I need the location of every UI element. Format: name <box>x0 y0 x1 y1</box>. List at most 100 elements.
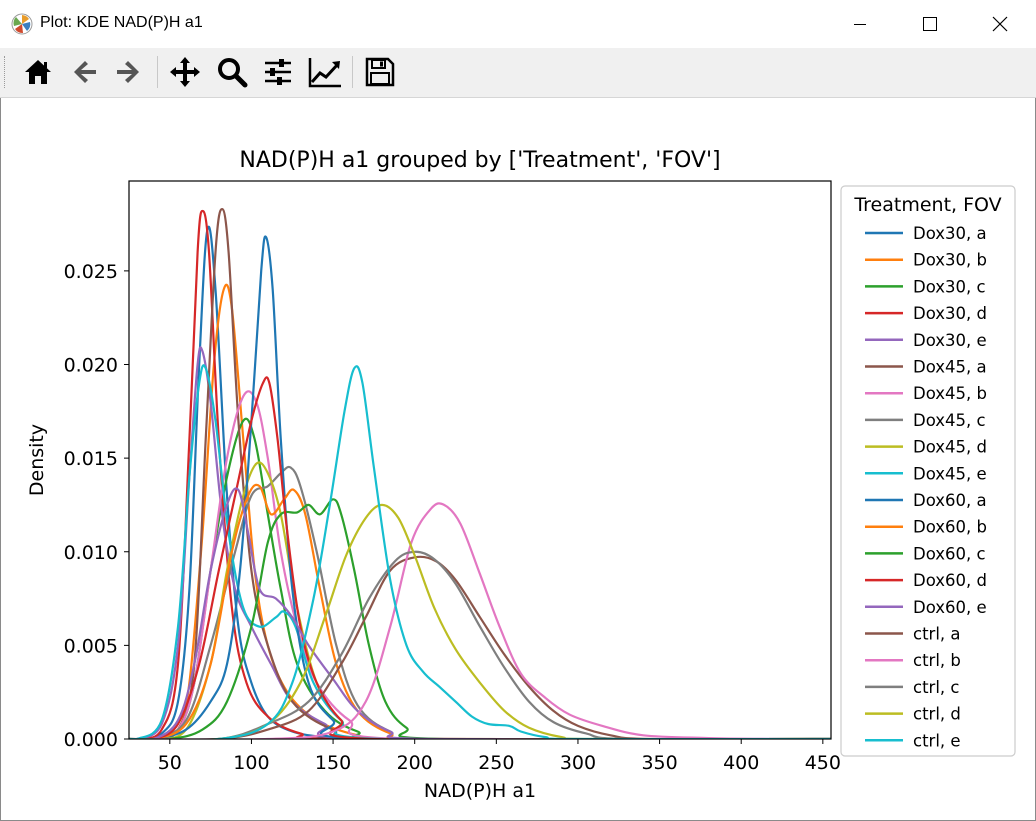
x-tick-label: 250 <box>478 752 514 774</box>
legend-label: Dox30, b <box>913 251 987 270</box>
series-line-20 <box>129 365 831 739</box>
y-axis-label: Density <box>26 424 48 496</box>
toolbar-separator <box>157 56 158 88</box>
chart-title: NAD(P)H a1 grouped by ['Treatment', 'FOV… <box>239 148 720 173</box>
arrow-left-icon <box>74 61 96 83</box>
legend-label: Dox30, d <box>913 304 987 323</box>
close-button[interactable] <box>965 0 1035 48</box>
back-button[interactable] <box>66 54 102 90</box>
home-icon <box>25 60 51 84</box>
series-line-8 <box>129 465 831 739</box>
sliders-icon <box>265 59 291 85</box>
x-tick-label: 400 <box>723 752 759 774</box>
series-line-13 <box>129 498 831 739</box>
legend-item: Dox45, d <box>865 438 987 457</box>
title-bar: Plot: KDE NAD(P)H a1 <box>0 0 1036 48</box>
legend-label: ctrl, c <box>913 678 959 697</box>
x-tick-label: 150 <box>315 752 351 774</box>
legend-item: Dox45, e <box>865 464 987 483</box>
series-line-11 <box>129 235 831 739</box>
series-line-15 <box>129 487 831 739</box>
arrow-right-icon <box>117 61 139 83</box>
legend-item: Dox45, b <box>865 384 987 403</box>
legend-item: ctrl, a <box>865 625 961 644</box>
y-tick-label: 0.015 <box>64 448 118 470</box>
window-title: Plot: KDE NAD(P)H a1 <box>40 14 203 31</box>
legend-label: ctrl, b <box>913 651 961 670</box>
figure-canvas[interactable]: 50 100 150 200 250 300 350 400 450 0.000 0.005 0.01… <box>0 98 1030 814</box>
legend-label: Dox60, c <box>913 544 986 563</box>
series-line-6 <box>129 208 831 739</box>
legend-label: Dox45, c <box>913 411 986 430</box>
legend-label: Dox45, d <box>913 438 987 457</box>
maximize-icon <box>923 17 937 31</box>
matplotlib-logo-icon <box>11 13 33 35</box>
series-line-5 <box>129 346 831 739</box>
series-line-16 <box>129 555 831 739</box>
minimize-button[interactable] <box>825 0 895 48</box>
series-line-17 <box>129 502 831 739</box>
series-group <box>129 208 831 739</box>
move-icon <box>170 57 200 87</box>
resize-handle[interactable] <box>1026 330 1034 350</box>
series-line-7 <box>129 390 831 739</box>
legend-label: ctrl, a <box>913 625 961 644</box>
legend-label: ctrl, e <box>913 731 961 750</box>
pan-button[interactable] <box>167 54 203 90</box>
y-tick-label: 0.025 <box>64 261 118 283</box>
legend-label: Dox60, b <box>913 518 987 537</box>
legend-item: Dox45, a <box>865 358 987 377</box>
y-tick-label: 0.010 <box>64 542 118 564</box>
magnifier-icon <box>218 58 248 88</box>
legend-label: Dox60, e <box>913 598 987 617</box>
legend-label: ctrl, d <box>913 705 961 724</box>
series-line-4 <box>129 209 831 739</box>
x-tick-label: 350 <box>641 752 677 774</box>
toolbar-grip <box>4 56 7 88</box>
series-line-19 <box>129 503 831 739</box>
legend-label: Dox45, a <box>913 358 987 377</box>
y-tick-label: 0.000 <box>64 729 118 751</box>
forward-button[interactable] <box>111 54 147 90</box>
x-axis-label: NAD(P)H a1 <box>424 780 536 802</box>
legend-item: Dox45, c <box>865 411 986 430</box>
legend-item: Dox30, c <box>865 277 986 296</box>
home-button[interactable] <box>20 54 56 90</box>
legend-item: Dox30, b <box>865 251 987 270</box>
series-line-14 <box>129 376 831 739</box>
minimize-icon <box>854 24 866 25</box>
legend-item: Dox30, a <box>865 224 987 243</box>
legend-item: Dox30, d <box>865 304 987 323</box>
legend-label: Dox30, a <box>913 224 987 243</box>
legend-item: Dox60, d <box>865 571 987 590</box>
legend-item: ctrl, e <box>865 731 961 750</box>
legend-item: Dox60, b <box>865 518 987 537</box>
x-tick-label: 100 <box>233 752 269 774</box>
legend-item: Dox60, c <box>865 544 986 563</box>
legend-label: Dox60, a <box>913 491 987 510</box>
legend-item: ctrl, c <box>865 678 959 697</box>
legend-title: Treatment, FOV <box>853 194 1001 216</box>
legend-label: Dox45, b <box>913 384 987 403</box>
legend-item: ctrl, d <box>865 705 961 724</box>
x-tick-label: 300 <box>560 752 596 774</box>
save-button[interactable] <box>362 54 398 90</box>
edit-axis-button[interactable] <box>307 54 343 90</box>
navigation-toolbar <box>0 48 1036 98</box>
x-tick-label: 50 <box>158 752 182 774</box>
legend-item: Dox30, e <box>865 331 987 350</box>
legend-label: Dox30, c <box>913 277 986 296</box>
series-line-1 <box>129 225 831 739</box>
legend-item: Dox60, a <box>865 491 987 510</box>
zoom-button[interactable] <box>214 54 250 90</box>
toolbar-separator <box>352 56 353 88</box>
legend-label: Dox60, d <box>913 571 987 590</box>
configure-subplots-button[interactable] <box>260 54 296 90</box>
legend: Treatment, FOV Dox30, a Dox30, b Dox30, c Do… <box>840 185 1016 757</box>
legend-label: Dox30, e <box>913 331 987 350</box>
maximize-button[interactable] <box>895 0 965 48</box>
legend-frame <box>840 185 1016 757</box>
y-tick-label: 0.020 <box>64 355 118 377</box>
floppy-disk-icon <box>365 57 395 87</box>
line-chart-icon <box>308 58 341 88</box>
